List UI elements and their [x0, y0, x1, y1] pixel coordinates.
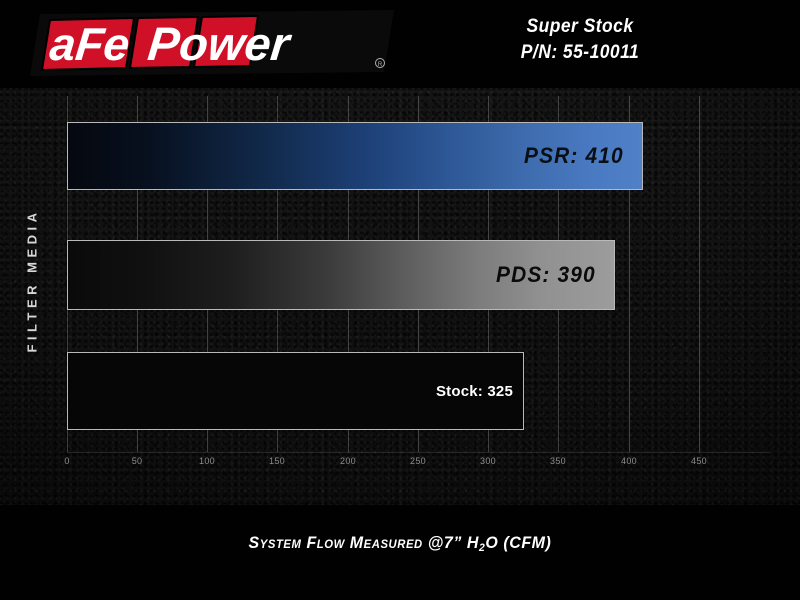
product-name: Super Stock [526, 16, 634, 37]
x-axis-title-prefix: System Flow Measured @7” H [248, 533, 480, 552]
x-tick-label: 400 [621, 456, 637, 466]
bar-stock: Stock: 325 [67, 352, 524, 430]
bar-pds: PDS: 390 [67, 240, 615, 310]
x-tick-label: 200 [340, 456, 356, 466]
afe-power-logo: aFe Power R [22, 8, 402, 80]
svg-text:aFe: aFe [47, 18, 132, 70]
x-axis-baseline [67, 452, 770, 453]
x-tick-label: 100 [199, 456, 215, 466]
gridline [699, 96, 700, 452]
x-tick-label: 300 [480, 456, 496, 466]
bar-label-pds: PDS: 390 [496, 262, 596, 287]
bar-psr: PSR: 410 [67, 122, 643, 190]
x-axis-ticks: 0 50 100 150 200 250 300 350 400 450 [64, 456, 770, 472]
bar-label-stock: Stock: 325 [435, 382, 513, 400]
x-tick-label: 0 [64, 456, 70, 466]
x-tick-label: 150 [269, 456, 285, 466]
x-axis-title-suffix: O (CFM) [485, 533, 552, 552]
y-axis-title: FILTER MEDIA [22, 150, 42, 410]
x-axis-title: System Flow Measured @7” H2O (CFM) [24, 533, 776, 554]
logo-graphic: aFe Power R [30, 10, 394, 76]
bar-label-psr: PSR: 410 [524, 143, 624, 168]
y-axis-title-text: FILTER MEDIA [24, 207, 40, 353]
part-number: P/N: 55-10011 [520, 42, 640, 63]
svg-text:Power: Power [145, 17, 294, 70]
svg-text:R: R [378, 62, 383, 68]
x-tick-label: 450 [691, 456, 707, 466]
x-axis-title-subscript: 2 [479, 542, 486, 554]
x-tick-label: 250 [410, 456, 426, 466]
x-tick-label: 350 [550, 456, 566, 466]
header-title-block: Super Stock P/N: 55-10011 [430, 14, 730, 66]
x-tick-label: 50 [131, 456, 143, 466]
